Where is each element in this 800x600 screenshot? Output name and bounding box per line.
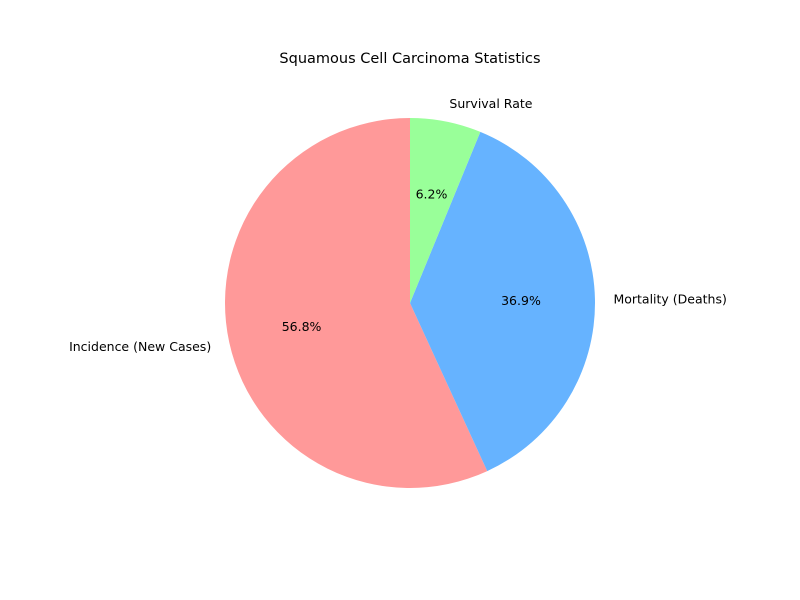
- slice-label-mortality-deaths: Mortality (Deaths): [613, 291, 726, 306]
- percent-label-mortality-deaths: 36.9%: [501, 293, 541, 308]
- pie-slice-survival-rate: [410, 118, 481, 303]
- pie-percent-labels: 56.8% 36.9% 6.2%: [282, 187, 541, 335]
- pie-slice-mortality-deaths: [410, 131, 595, 472]
- pie-slices: [225, 118, 595, 488]
- chart-title: Squamous Cell Carcinoma Statistics: [279, 51, 540, 67]
- percent-label-survival-rate: 6.2%: [416, 187, 448, 202]
- percent-label-incidence-new-cases: 56.8%: [282, 319, 322, 334]
- pie-slice-labels: Incidence (New Cases) Mortality (Deaths) S…: [69, 96, 727, 354]
- slice-label-survival-rate: Survival Rate: [449, 96, 532, 111]
- pie-slice-incidence-new-cases: [225, 118, 488, 488]
- slice-label-incidence-new-cases: Incidence (New Cases): [69, 339, 211, 354]
